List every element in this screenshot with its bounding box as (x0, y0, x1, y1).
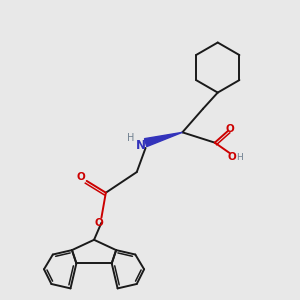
Text: O: O (227, 152, 236, 162)
Text: N: N (136, 139, 146, 152)
Text: O: O (76, 172, 85, 182)
Polygon shape (145, 132, 182, 147)
Text: O: O (226, 124, 235, 134)
Text: O: O (94, 218, 103, 228)
Text: H: H (236, 153, 243, 162)
Text: H: H (127, 133, 134, 142)
